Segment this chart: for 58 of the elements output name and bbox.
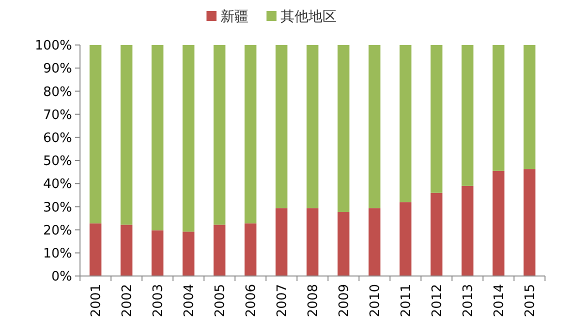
bar: [90, 45, 102, 224]
bar: [152, 45, 164, 230]
y-tick-label: 50%: [43, 154, 72, 170]
bar: [400, 45, 412, 202]
y-tick-label: 70%: [43, 108, 72, 123]
x-tick-label: 2010: [368, 284, 384, 318]
x-tick-label: 2008: [306, 284, 322, 318]
x-tick-label: 2012: [430, 284, 446, 318]
y-tick-label: 40%: [43, 177, 72, 192]
bar: [306, 45, 318, 208]
bar: [244, 45, 256, 224]
y-tick-label: 100%: [34, 38, 72, 54]
legend-label: 其他地区: [280, 8, 336, 25]
bar: [368, 208, 380, 276]
x-tick-label: 2009: [337, 284, 352, 318]
x-tick-label: 2006: [244, 284, 260, 318]
y-tick-label: 90%: [43, 62, 72, 77]
bar: [90, 223, 102, 276]
x-tick-label: 2013: [461, 284, 476, 318]
bar: [400, 202, 412, 276]
bar: [368, 45, 380, 208]
bar: [338, 212, 350, 276]
y-tick-label: 80%: [43, 84, 72, 100]
bar: [430, 45, 442, 193]
bar: [120, 224, 132, 276]
bar: [524, 169, 536, 276]
x-tick-label: 2002: [120, 284, 136, 318]
bar: [182, 45, 194, 232]
x-tick-label: 2003: [151, 284, 166, 318]
bar: [276, 208, 288, 276]
bar: [338, 45, 350, 212]
bar: [182, 232, 194, 276]
y-tick-label: 10%: [43, 246, 72, 262]
x-tick-label: 2014: [492, 284, 508, 318]
x-tick-label: 2001: [89, 284, 104, 318]
bar: [214, 224, 226, 276]
bar: [524, 45, 536, 170]
y-tick-label: 20%: [43, 223, 72, 238]
x-tick-label: 2011: [399, 284, 414, 318]
bar: [492, 170, 504, 276]
bar: [120, 45, 132, 225]
legend-label: 新疆: [220, 8, 248, 25]
bar: [152, 230, 164, 276]
bar: [306, 208, 318, 276]
y-tick-label: 0%: [51, 270, 72, 285]
bar: [462, 45, 474, 186]
bar: [492, 45, 504, 171]
y-tick-label: 60%: [43, 130, 72, 146]
y-tick-label: 30%: [43, 200, 72, 216]
bar: [430, 192, 442, 276]
x-tick-label: 2005: [213, 284, 228, 318]
x-tick-label: 2015: [523, 284, 538, 318]
bar: [462, 186, 474, 276]
bar: [214, 45, 226, 225]
x-tick-label: 2004: [182, 284, 198, 318]
x-tick-label: 2007: [275, 284, 290, 318]
bar: [276, 45, 288, 208]
bar: [244, 223, 256, 276]
